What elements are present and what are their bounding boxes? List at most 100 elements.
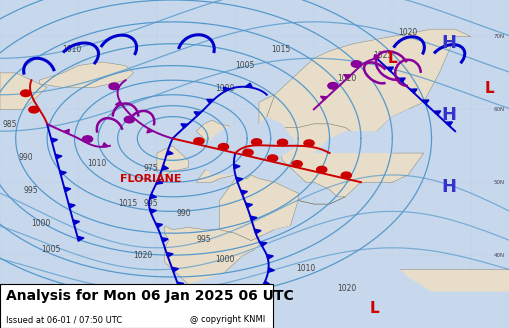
Text: 990: 990	[176, 209, 190, 218]
Polygon shape	[150, 194, 156, 199]
FancyBboxPatch shape	[0, 284, 272, 328]
Polygon shape	[259, 95, 423, 204]
Text: H: H	[440, 34, 456, 51]
Circle shape	[267, 155, 277, 161]
Polygon shape	[421, 100, 428, 104]
Text: 60N: 60N	[493, 107, 504, 112]
Polygon shape	[73, 220, 79, 225]
Polygon shape	[194, 112, 201, 116]
Polygon shape	[250, 216, 257, 221]
Polygon shape	[115, 101, 122, 105]
Text: L: L	[484, 81, 493, 96]
Polygon shape	[236, 177, 242, 182]
Polygon shape	[181, 124, 188, 128]
Circle shape	[109, 83, 119, 90]
Text: 1005: 1005	[235, 61, 254, 70]
Text: 995: 995	[23, 186, 38, 195]
Text: H: H	[440, 178, 456, 196]
Polygon shape	[196, 117, 298, 175]
Text: 1020: 1020	[336, 284, 356, 293]
Circle shape	[351, 61, 361, 67]
Circle shape	[341, 172, 351, 179]
Polygon shape	[313, 109, 439, 153]
Text: 50N: 50N	[493, 180, 504, 185]
Text: Analysis for Mon 06 Jan 2025 06 UTC: Analysis for Mon 06 Jan 2025 06 UTC	[6, 289, 293, 303]
Text: 1025: 1025	[174, 291, 193, 300]
Polygon shape	[156, 180, 162, 184]
Text: 1010: 1010	[87, 159, 106, 169]
Text: 40N: 40N	[493, 253, 504, 257]
Polygon shape	[161, 165, 168, 170]
Polygon shape	[51, 138, 58, 143]
Circle shape	[327, 83, 337, 89]
Circle shape	[251, 139, 261, 145]
Text: 1010: 1010	[62, 45, 81, 54]
Polygon shape	[157, 146, 188, 175]
Circle shape	[242, 149, 252, 156]
Text: 1000: 1000	[31, 218, 50, 228]
Circle shape	[124, 116, 134, 123]
Polygon shape	[155, 223, 162, 228]
Text: @ copyright KNMI: @ copyright KNMI	[189, 315, 265, 324]
Polygon shape	[172, 267, 178, 272]
Polygon shape	[164, 226, 259, 284]
Polygon shape	[219, 175, 298, 240]
Polygon shape	[254, 229, 261, 234]
Polygon shape	[166, 151, 173, 155]
Polygon shape	[147, 129, 153, 133]
Polygon shape	[268, 268, 274, 273]
Polygon shape	[196, 120, 247, 182]
Polygon shape	[177, 282, 184, 287]
Text: 1000: 1000	[214, 255, 234, 264]
Text: 1005: 1005	[41, 245, 61, 254]
Text: FLORIANE: FLORIANE	[120, 174, 181, 184]
Polygon shape	[398, 78, 405, 82]
Polygon shape	[266, 29, 470, 138]
Text: 985: 985	[3, 120, 17, 129]
Polygon shape	[188, 270, 509, 328]
Polygon shape	[298, 124, 329, 146]
Text: 1000: 1000	[250, 284, 269, 293]
Polygon shape	[266, 255, 273, 259]
Polygon shape	[223, 87, 230, 92]
Text: 1000: 1000	[214, 84, 234, 93]
Polygon shape	[39, 62, 133, 88]
Circle shape	[316, 166, 326, 173]
Polygon shape	[444, 122, 451, 126]
Polygon shape	[373, 54, 379, 59]
Text: 995: 995	[143, 199, 157, 208]
Polygon shape	[0, 73, 47, 109]
Text: 990: 990	[18, 153, 33, 162]
Text: 1020: 1020	[336, 74, 356, 83]
Text: 70N: 70N	[493, 34, 504, 39]
Polygon shape	[433, 111, 440, 115]
Polygon shape	[161, 237, 168, 242]
Polygon shape	[206, 99, 213, 103]
Circle shape	[303, 140, 314, 147]
Text: L: L	[370, 301, 379, 316]
Text: 975: 975	[143, 164, 157, 174]
Text: 1025: 1025	[372, 51, 391, 60]
Polygon shape	[259, 242, 266, 246]
Text: 1020: 1020	[398, 28, 417, 37]
Polygon shape	[60, 171, 66, 175]
Circle shape	[218, 144, 228, 150]
Polygon shape	[55, 154, 62, 159]
Polygon shape	[245, 83, 252, 88]
Circle shape	[29, 106, 39, 113]
Polygon shape	[245, 203, 252, 208]
Polygon shape	[263, 281, 269, 285]
Text: L: L	[387, 51, 397, 66]
Text: 1015: 1015	[118, 199, 137, 208]
Circle shape	[292, 161, 302, 167]
Circle shape	[82, 136, 93, 142]
Text: 1020: 1020	[133, 251, 152, 260]
Polygon shape	[63, 129, 69, 134]
Polygon shape	[68, 203, 75, 208]
Polygon shape	[102, 143, 108, 147]
Polygon shape	[166, 252, 173, 257]
Text: Issued at 06-01 / 07:50 UTC: Issued at 06-01 / 07:50 UTC	[6, 315, 122, 324]
Circle shape	[277, 139, 287, 146]
Text: 1010: 1010	[296, 264, 315, 274]
Circle shape	[20, 90, 31, 96]
